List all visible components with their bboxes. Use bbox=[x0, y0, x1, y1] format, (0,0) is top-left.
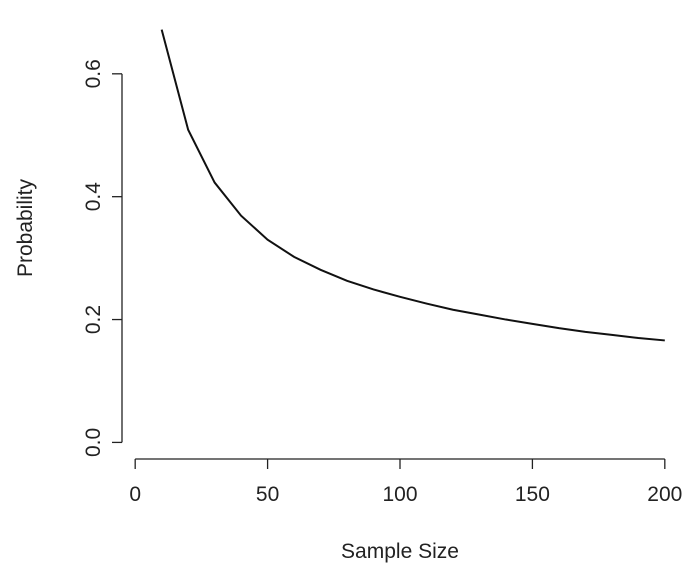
y-tick-label: 0.0 bbox=[82, 428, 105, 457]
x-tick-label: 50 bbox=[256, 483, 279, 506]
y-tick-label: 0.6 bbox=[82, 59, 105, 88]
x-tick-label: 200 bbox=[647, 483, 682, 506]
x-tick-label: 0 bbox=[129, 483, 141, 506]
y-tick-label: 0.2 bbox=[82, 305, 105, 334]
y-axis-label: Probability bbox=[14, 178, 37, 277]
x-tick-label: 150 bbox=[515, 483, 550, 506]
x-tick-label: 100 bbox=[382, 483, 417, 506]
line bbox=[160, 29, 665, 342]
y-tick-label: 0.4 bbox=[82, 182, 105, 212]
x-axis-label: Sample Size bbox=[341, 540, 459, 563]
